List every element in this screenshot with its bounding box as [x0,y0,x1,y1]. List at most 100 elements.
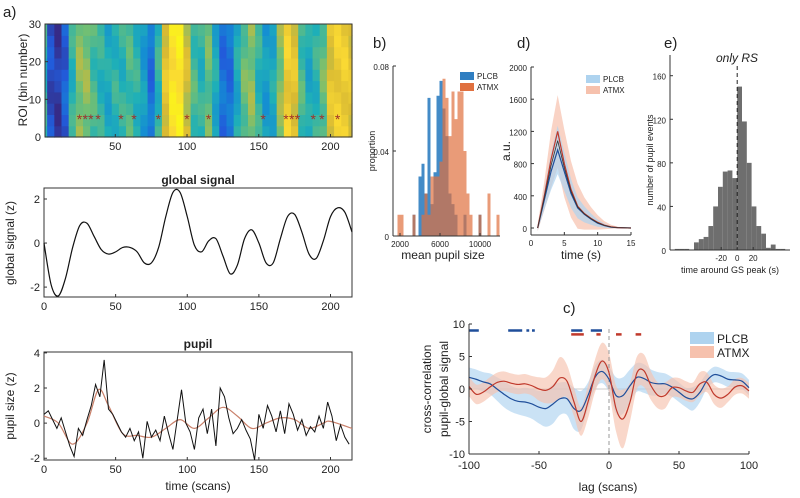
heatmap-cell [83,125,91,138]
roi-star-marker: * [82,111,88,127]
heatmap-cell [190,91,199,104]
hist-b-xtick-label: 2000 [391,240,409,249]
heatmap-cell [97,103,106,115]
heatmap-ytick-label: 10 [29,94,41,106]
heatmap-cell [348,125,353,138]
heatmap-cell [104,46,113,59]
hist-bar-atmx [397,214,401,236]
heatmap-cell [190,103,199,115]
legend-swatch-plcb [690,332,714,344]
heatmap-cell [169,125,177,138]
heatmap-cell [154,69,163,82]
hist-e-bar [780,248,786,250]
global-signal-line [43,188,353,297]
legend-swatch-atmx [460,83,474,91]
heatmap-cell [247,114,256,127]
heatmap-cell [319,114,328,127]
panel-label-d: d) [517,35,530,52]
heatmap-cell [255,125,263,138]
heatmap-cell [219,24,228,36]
heatmap-cell [247,103,256,115]
xcorr-line-plcb [468,370,750,412]
heatmap-cell [161,35,170,48]
roi-star-marker: * [206,111,212,127]
heatmap-cell [312,35,321,48]
heatmap-cell [348,35,353,48]
heatmap-cell [341,114,350,127]
hist-bar-plcb [427,97,431,236]
panel-label-e: e) [664,35,677,52]
hist-e-bar [679,248,685,250]
heatmap-cell [326,114,335,127]
heatmap-cell [269,80,278,93]
heatmap-cell [262,46,271,59]
heatmap-cell [45,46,48,59]
heatmap-cell [169,57,177,70]
heatmap-cell [68,35,77,48]
xcorr-xtick-label: -100 [458,460,480,472]
response-ytick-label: 800 [514,161,528,170]
heatmap-cell [54,35,63,48]
heatmap-cell [226,46,235,59]
global-signal-ylabel: global signal (z) [3,201,17,285]
global-signal-xtick-label: 50 [110,301,122,313]
heatmap-cell [212,57,220,70]
heatmap-cell [68,91,77,104]
hist-e-bar [722,171,728,250]
heatmap-cell [54,103,63,115]
heatmap-cell [283,114,292,127]
xcorr-ytick-label: 5 [459,352,465,364]
heatmap-cell [97,24,106,36]
legend-label-plcb: PLCB [603,75,624,84]
heatmap-cell [118,80,127,93]
heatmap-cell [298,69,306,82]
heatmap-cell [219,69,228,82]
heatmap-cell [169,69,177,82]
heatmap-cell [161,69,170,82]
heatmap-cell [334,114,342,127]
heatmap-cell [255,80,263,93]
heatmap-cell [312,69,321,82]
roi-star-marker: * [131,111,137,127]
heatmap-cell [276,69,285,82]
heatmap-cell [47,125,55,138]
pupil-xlabel: time (scans) [165,479,230,493]
legend-label-atmx: ATMX [477,83,499,92]
xcorr-ylabel-line2: pupil-global signal [437,341,451,437]
heatmap-cell [226,103,235,115]
heatmap-cell [255,69,263,82]
heatmap-cell [348,114,353,127]
hist-e-bar [732,178,738,250]
heatmap-cell [190,80,199,93]
hist-e-xtick-label: 20 [749,254,758,263]
heatmap-cell [90,125,98,138]
heatmap-cell [291,103,299,115]
heatmap-cell [118,46,127,59]
heatmap-cell [305,103,314,115]
heatmap-cell [147,91,156,104]
heatmap-cell [61,24,70,36]
heatmap-ytick-label: 0 [35,132,41,144]
heatmap-cell [133,125,141,138]
hist-e-bar [756,226,762,250]
heatmap-cell [197,35,206,48]
heatmap-cell [118,24,127,36]
heatmap-cell [255,103,263,115]
heatmap-cell [169,46,177,59]
hist-e-bar [718,186,723,250]
heatmap-cell [226,24,235,36]
heatmap-cell [45,57,48,70]
xcorr-xtick-label: 0 [606,460,612,472]
pupil-smoothed-line [43,388,353,445]
heatmap-cell [305,57,314,70]
heatmap-cell [298,46,306,59]
hist-e-bar [698,239,704,250]
response-ytick-label: 400 [514,193,528,202]
heatmap-cell [255,57,263,70]
hist-b-xtick-label: 6000 [431,240,449,249]
global-signal-ytick-label: 0 [34,238,40,250]
pupil-xtick-label: 150 [250,464,268,476]
heatmap-cell [204,24,213,36]
heatmap-cell [61,46,70,59]
hist-bar-atmx [478,214,482,236]
